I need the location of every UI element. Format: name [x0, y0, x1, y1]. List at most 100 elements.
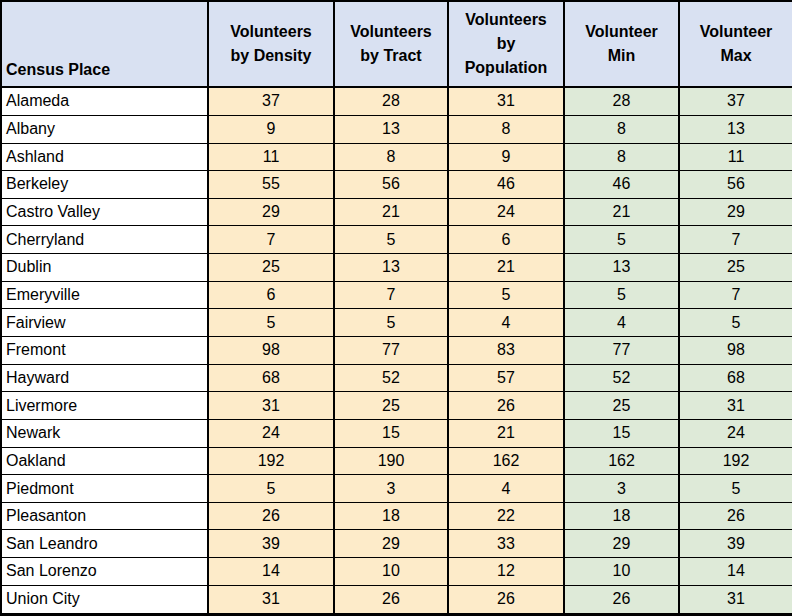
- volunteers-by-tract-cell[interactable]: 13: [334, 115, 448, 143]
- col-header-volunteers-by-population[interactable]: Volunteers by Population: [448, 1, 564, 87]
- volunteers-by-tract-cell[interactable]: 25: [334, 392, 448, 420]
- volunteers-by-tract-cell[interactable]: 3: [334, 475, 448, 503]
- volunteer-min-cell[interactable]: 13: [564, 254, 679, 282]
- volunteer-min-cell[interactable]: 10: [564, 558, 679, 586]
- volunteers-by-population-cell[interactable]: 83: [448, 337, 564, 365]
- census-place-cell[interactable]: Newark: [1, 419, 208, 447]
- census-place-cell[interactable]: Cherryland: [1, 226, 208, 254]
- volunteer-max-cell[interactable]: 39: [679, 530, 792, 558]
- volunteers-by-population-cell[interactable]: 8: [448, 115, 564, 143]
- volunteer-max-cell[interactable]: 29: [679, 198, 792, 226]
- volunteers-by-tract-cell[interactable]: 5: [334, 309, 448, 337]
- volunteers-by-density-cell[interactable]: 5: [208, 475, 334, 503]
- volunteer-min-cell[interactable]: 162: [564, 447, 679, 475]
- volunteer-max-cell[interactable]: 7: [679, 226, 792, 254]
- volunteers-by-population-cell[interactable]: 26: [448, 585, 564, 614]
- volunteers-by-population-cell[interactable]: 9: [448, 143, 564, 171]
- volunteers-by-density-cell[interactable]: 24: [208, 419, 334, 447]
- volunteers-by-population-cell[interactable]: 6: [448, 226, 564, 254]
- volunteers-by-density-cell[interactable]: 7: [208, 226, 334, 254]
- volunteers-by-population-cell[interactable]: 46: [448, 171, 564, 199]
- volunteer-min-cell[interactable]: 52: [564, 364, 679, 392]
- volunteer-min-cell[interactable]: 5: [564, 226, 679, 254]
- volunteer-min-cell[interactable]: 3: [564, 475, 679, 503]
- volunteer-max-cell[interactable]: 14: [679, 558, 792, 586]
- volunteers-by-density-cell[interactable]: 98: [208, 337, 334, 365]
- volunteer-min-cell[interactable]: 8: [564, 143, 679, 171]
- volunteers-by-tract-cell[interactable]: 7: [334, 281, 448, 309]
- volunteers-by-density-cell[interactable]: 29: [208, 198, 334, 226]
- census-place-cell[interactable]: Fairview: [1, 309, 208, 337]
- volunteers-by-population-cell[interactable]: 57: [448, 364, 564, 392]
- volunteer-max-cell[interactable]: 56: [679, 171, 792, 199]
- volunteer-max-cell[interactable]: 37: [679, 87, 792, 115]
- volunteers-by-tract-cell[interactable]: 21: [334, 198, 448, 226]
- census-place-cell[interactable]: Berkeley: [1, 171, 208, 199]
- volunteer-min-cell[interactable]: 15: [564, 419, 679, 447]
- volunteer-max-cell[interactable]: 31: [679, 392, 792, 420]
- volunteers-by-population-cell[interactable]: 24: [448, 198, 564, 226]
- volunteers-by-density-cell[interactable]: 37: [208, 87, 334, 115]
- volunteers-by-population-cell[interactable]: 4: [448, 309, 564, 337]
- volunteers-by-tract-cell[interactable]: 10: [334, 558, 448, 586]
- volunteers-by-tract-cell[interactable]: 18: [334, 502, 448, 530]
- volunteer-min-cell[interactable]: 26: [564, 585, 679, 614]
- volunteers-by-tract-cell[interactable]: 28: [334, 87, 448, 115]
- volunteers-by-population-cell[interactable]: 31: [448, 87, 564, 115]
- volunteers-by-population-cell[interactable]: 4: [448, 475, 564, 503]
- volunteers-by-density-cell[interactable]: 11: [208, 143, 334, 171]
- volunteer-max-cell[interactable]: 24: [679, 419, 792, 447]
- volunteers-by-tract-cell[interactable]: 29: [334, 530, 448, 558]
- census-place-cell[interactable]: Emeryville: [1, 281, 208, 309]
- volunteers-by-density-cell[interactable]: 5: [208, 309, 334, 337]
- census-place-cell[interactable]: Livermore: [1, 392, 208, 420]
- volunteers-by-population-cell[interactable]: 5: [448, 281, 564, 309]
- census-place-cell[interactable]: Oakland: [1, 447, 208, 475]
- volunteer-min-cell[interactable]: 46: [564, 171, 679, 199]
- volunteers-by-population-cell[interactable]: 12: [448, 558, 564, 586]
- census-place-cell[interactable]: Piedmont: [1, 475, 208, 503]
- volunteers-by-density-cell[interactable]: 6: [208, 281, 334, 309]
- volunteers-by-density-cell[interactable]: 25: [208, 254, 334, 282]
- volunteers-by-density-cell[interactable]: 14: [208, 558, 334, 586]
- col-header-volunteers-by-tract[interactable]: Volunteers by Tract: [334, 1, 448, 87]
- volunteers-by-density-cell[interactable]: 192: [208, 447, 334, 475]
- census-place-cell[interactable]: Albany: [1, 115, 208, 143]
- volunteer-max-cell[interactable]: 7: [679, 281, 792, 309]
- volunteers-by-tract-cell[interactable]: 77: [334, 337, 448, 365]
- volunteers-by-population-cell[interactable]: 21: [448, 254, 564, 282]
- volunteer-max-cell[interactable]: 25: [679, 254, 792, 282]
- volunteers-by-population-cell[interactable]: 33: [448, 530, 564, 558]
- census-place-cell[interactable]: San Leandro: [1, 530, 208, 558]
- volunteer-max-cell[interactable]: 192: [679, 447, 792, 475]
- volunteers-by-density-cell[interactable]: 39: [208, 530, 334, 558]
- volunteers-by-density-cell[interactable]: 31: [208, 392, 334, 420]
- volunteers-by-density-cell[interactable]: 26: [208, 502, 334, 530]
- census-place-cell[interactable]: Fremont: [1, 337, 208, 365]
- volunteers-by-density-cell[interactable]: 31: [208, 585, 334, 614]
- volunteer-max-cell[interactable]: 31: [679, 585, 792, 614]
- census-place-cell[interactable]: Ashland: [1, 143, 208, 171]
- volunteer-max-cell[interactable]: 26: [679, 502, 792, 530]
- census-place-cell[interactable]: San Lorenzo: [1, 558, 208, 586]
- volunteer-max-cell[interactable]: 98: [679, 337, 792, 365]
- volunteers-by-population-cell[interactable]: 26: [448, 392, 564, 420]
- census-place-cell[interactable]: Alameda: [1, 87, 208, 115]
- volunteers-by-population-cell[interactable]: 162: [448, 447, 564, 475]
- volunteer-min-cell[interactable]: 8: [564, 115, 679, 143]
- volunteers-by-tract-cell[interactable]: 190: [334, 447, 448, 475]
- col-header-volunteer-max[interactable]: Volunteer Max: [679, 1, 792, 87]
- col-header-census-place[interactable]: Census Place: [1, 1, 208, 87]
- volunteer-max-cell[interactable]: 5: [679, 475, 792, 503]
- volunteers-by-tract-cell[interactable]: 26: [334, 585, 448, 614]
- volunteers-by-density-cell[interactable]: 68: [208, 364, 334, 392]
- volunteer-max-cell[interactable]: 68: [679, 364, 792, 392]
- volunteer-max-cell[interactable]: 11: [679, 143, 792, 171]
- volunteers-by-tract-cell[interactable]: 56: [334, 171, 448, 199]
- volunteer-max-cell[interactable]: 5: [679, 309, 792, 337]
- census-place-cell[interactable]: Hayward: [1, 364, 208, 392]
- volunteers-by-tract-cell[interactable]: 15: [334, 419, 448, 447]
- col-header-volunteers-by-density[interactable]: Volunteers by Density: [208, 1, 334, 87]
- volunteer-min-cell[interactable]: 25: [564, 392, 679, 420]
- volunteers-by-population-cell[interactable]: 22: [448, 502, 564, 530]
